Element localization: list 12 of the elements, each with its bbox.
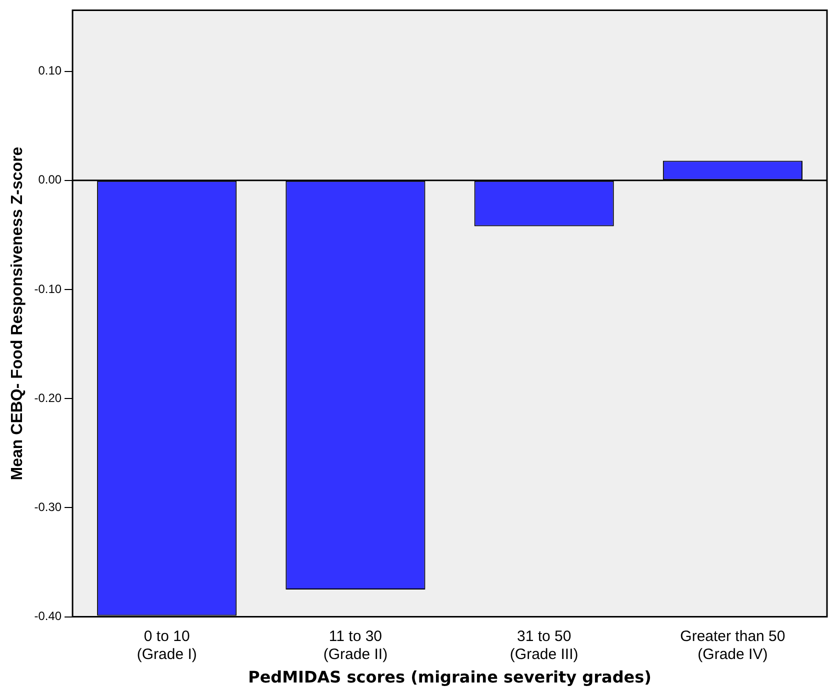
y-tick-label: -0.30 xyxy=(34,500,62,514)
y-tick-label: 0.10 xyxy=(38,64,62,78)
y-tick-label: 0.00 xyxy=(38,172,62,187)
y-axis-title: Mean CEBQ- Food Responsiveness Z-score xyxy=(9,146,26,480)
x-tick-label: 0 to 10 (Grade I) xyxy=(136,628,197,663)
y-tick-label: -0.40 xyxy=(34,609,62,624)
x-tick-label: Greater than 50 (Grade IV) xyxy=(680,628,786,663)
y-tick-label: -0.10 xyxy=(34,282,62,296)
x-tick-label: 11 to 30 (Grade II) xyxy=(323,628,388,663)
x-tick-label: 31 to 50 (Grade III) xyxy=(510,628,578,663)
x-axis-title: PedMIDAS scores (migraine severity grades) xyxy=(248,668,652,687)
y-tick-label: -0.20 xyxy=(34,390,62,405)
